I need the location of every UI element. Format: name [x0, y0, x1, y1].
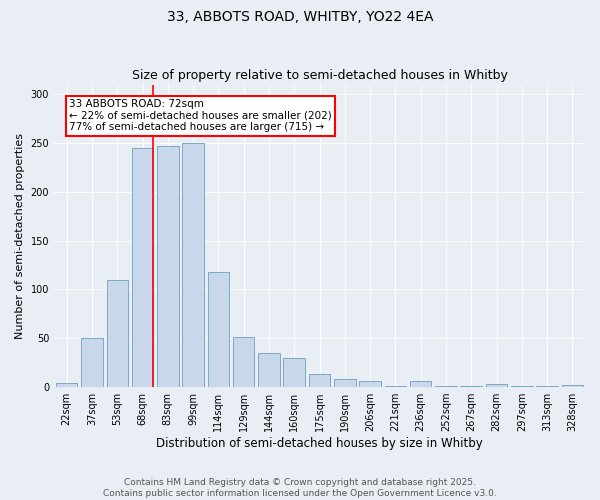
X-axis label: Distribution of semi-detached houses by size in Whitby: Distribution of semi-detached houses by … [156, 437, 483, 450]
Title: Size of property relative to semi-detached houses in Whitby: Size of property relative to semi-detach… [131, 69, 508, 82]
Bar [460, 386, 482, 387]
Text: 33 ABBOTS ROAD: 72sqm
← 22% of semi-detached houses are smaller (202)
77% of sem: 33 ABBOTS ROAD: 72sqm ← 22% of semi-deta… [69, 99, 331, 132]
Bar [258, 353, 280, 387]
Bar [309, 374, 330, 387]
Bar [536, 386, 558, 387]
Bar [157, 146, 179, 387]
Bar [359, 381, 381, 387]
Bar [283, 358, 305, 387]
Text: 33, ABBOTS ROAD, WHITBY, YO22 4EA: 33, ABBOTS ROAD, WHITBY, YO22 4EA [167, 10, 433, 24]
Bar [385, 386, 406, 387]
Bar [435, 386, 457, 387]
Bar [208, 272, 229, 387]
Bar [511, 386, 533, 387]
Bar [410, 381, 431, 387]
Bar [132, 148, 153, 387]
Bar [486, 384, 507, 387]
Bar [334, 380, 356, 387]
Bar [56, 383, 77, 387]
Text: Contains HM Land Registry data © Crown copyright and database right 2025.
Contai: Contains HM Land Registry data © Crown c… [103, 478, 497, 498]
Bar [182, 143, 204, 387]
Bar [81, 338, 103, 387]
Y-axis label: Number of semi-detached properties: Number of semi-detached properties [15, 133, 25, 339]
Bar [562, 385, 583, 387]
Bar [233, 338, 254, 387]
Bar [107, 280, 128, 387]
